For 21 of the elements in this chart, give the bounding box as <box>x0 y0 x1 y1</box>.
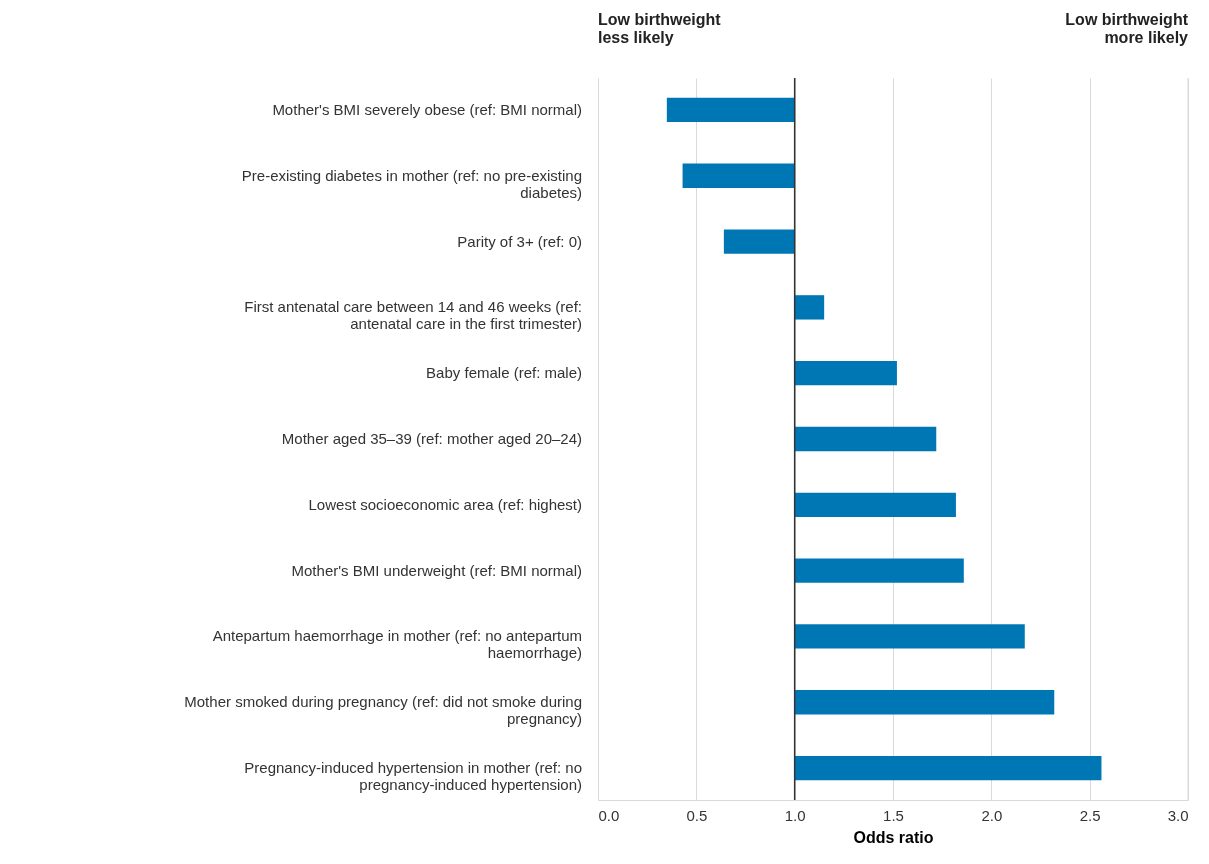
x-axis-title: Odds ratio <box>853 828 934 846</box>
y-tick-label: Mother's BMI underweight (ref: BMI normal) <box>291 561 582 579</box>
y-tick-label: Mother aged 35–39 (ref: mother aged 20–24) <box>281 430 582 447</box>
y-tick-label: Lowest socioeconomic area (ref: highest) <box>308 495 582 513</box>
x-tick-label: 2.0 <box>981 806 1003 824</box>
x-tick-label: 3.0 <box>1167 806 1189 824</box>
text: Low birthweight less likely <box>598 11 722 46</box>
x-tick-label: 2.5 <box>1079 806 1101 824</box>
x-tick-label: 0.0 <box>598 806 620 824</box>
x-tick-label: 1.0 <box>784 806 806 824</box>
x-tick-label: 1.5 <box>883 806 904 824</box>
y-tick-label: Parity of 3+ (ref: 0) <box>457 232 582 250</box>
text: Low birthweight more likely <box>1065 11 1189 46</box>
y-tick-label: First antenatal care between 14 and 46 weeks (ref: antenatal care in the first trimester) <box>244 298 582 333</box>
y-tick-label: Mother's BMI severely obese (ref: BMI normal) <box>272 100 582 118</box>
y-tick-label: Antepartum haemorrhage in mother (ref: no antepartum haemorrhage) <box>212 627 582 662</box>
y-tick-label: Pre-existing diabetes in mother (ref: no pre-existing diabetes) <box>241 166 582 201</box>
y-tick-label: Mother smoked during pregnancy (ref: did not smoke during pregnancy) <box>184 693 582 728</box>
y-tick-label: Pregnancy-induced hypertension in mother (ref: no pregnancy-induced hypertension) <box>244 759 582 794</box>
x-tick-label: 0.5 <box>686 806 708 824</box>
y-tick-label: Baby female (ref: male) <box>426 364 582 382</box>
